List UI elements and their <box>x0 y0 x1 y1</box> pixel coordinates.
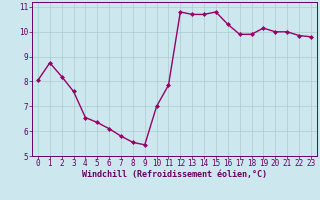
X-axis label: Windchill (Refroidissement éolien,°C): Windchill (Refroidissement éolien,°C) <box>82 170 267 179</box>
